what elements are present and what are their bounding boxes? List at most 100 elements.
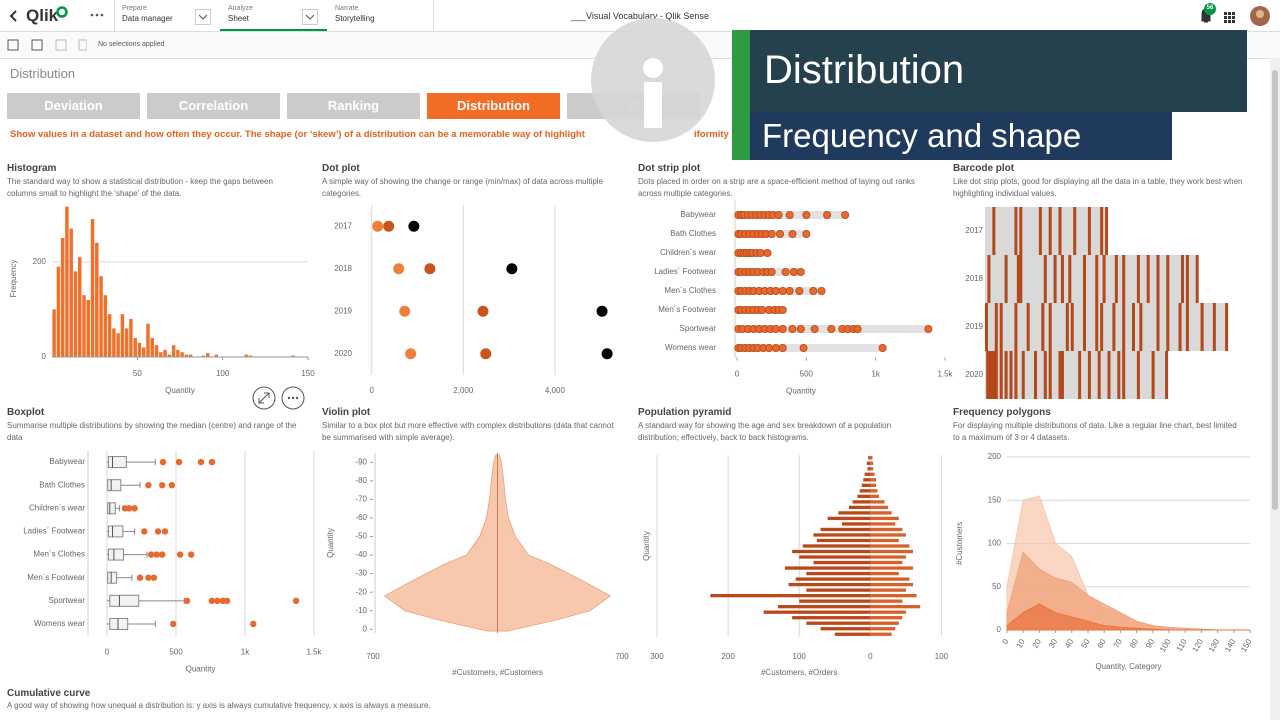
box <box>107 571 118 584</box>
overlay-subtitle: Frequency and shape <box>762 117 1082 154</box>
stripe <box>1021 351 1025 399</box>
bar <box>870 560 903 565</box>
bar <box>792 549 871 554</box>
stripe <box>1060 351 1064 399</box>
bar <box>137 342 142 357</box>
category-label: 2018 <box>334 264 352 273</box>
stripe <box>1107 351 1111 399</box>
tool[interactable] <box>31 39 43 51</box>
stripe <box>1100 207 1104 255</box>
bar <box>870 549 913 554</box>
x-tick-label: 100 <box>1158 637 1173 654</box>
x-tick-label: 4,000 <box>545 386 566 395</box>
stripe <box>1122 303 1126 351</box>
bar <box>167 354 172 357</box>
bar <box>788 582 871 587</box>
scroll-thumb[interactable] <box>1272 70 1278 510</box>
bar <box>116 333 120 357</box>
category-label: Men´s Footwear <box>27 573 85 582</box>
nav-label: Analyze <box>228 5 253 12</box>
stripe <box>1095 303 1099 351</box>
divider <box>114 0 115 31</box>
sheet-title: Distribution <box>10 66 76 81</box>
tool[interactable] <box>7 39 19 51</box>
category-label: 2017 <box>965 226 983 235</box>
dot <box>408 220 420 232</box>
tab[interactable]: Deviation <box>7 93 140 119</box>
dot <box>841 210 850 219</box>
tab[interactable]: Correlation <box>147 93 280 119</box>
bar <box>799 599 871 603</box>
x-tick-label: 0 <box>1001 637 1011 646</box>
nav-narrate[interactable]: Narrate Storytelling <box>335 5 375 23</box>
dropdown[interactable] <box>195 9 211 25</box>
stripe <box>1100 303 1104 351</box>
y-tick-label: 200 <box>988 452 1002 461</box>
x-tick-label: 80 <box>1128 637 1141 650</box>
outlier <box>125 505 133 512</box>
barcode-track <box>985 207 1109 255</box>
bar <box>870 577 910 581</box>
tab[interactable]: Distribution <box>427 93 560 119</box>
x-tick-label: 700 <box>366 652 380 661</box>
outlier <box>147 551 155 558</box>
stripe <box>1048 303 1052 351</box>
stripe <box>1122 255 1126 303</box>
panel-title: Population pyramid <box>638 407 732 418</box>
stripe <box>987 255 991 303</box>
dot <box>757 305 766 314</box>
bar <box>99 276 103 357</box>
panel-description: The standard way to show a statistical d… <box>7 177 273 198</box>
category-label: Sportwear <box>49 596 86 605</box>
outlier <box>197 458 205 466</box>
outlier <box>141 528 148 535</box>
bar <box>870 467 874 471</box>
dropdown[interactable] <box>302 9 318 25</box>
x-tick-label: 10 <box>1015 637 1028 650</box>
nav-label: Prepare <box>122 5 147 12</box>
stripe <box>1019 255 1023 303</box>
dot <box>789 267 798 276</box>
tool[interactable] <box>55 39 67 51</box>
intro: Show values in a dataset and how often t… <box>10 129 585 140</box>
outlier <box>159 458 167 466</box>
y-tick-label: -70 <box>355 495 367 504</box>
outlier <box>214 597 221 605</box>
nav-analyze[interactable]: Analyze Sheet <box>228 5 253 23</box>
tool[interactable] <box>78 39 87 51</box>
y-tick-label: -20 <box>355 587 367 596</box>
dot <box>788 229 797 238</box>
panel-title: Boxplot <box>7 407 45 418</box>
dot <box>823 210 832 219</box>
stripe <box>1041 303 1045 351</box>
dot <box>774 210 783 219</box>
category-label: Babywear <box>49 457 85 466</box>
dot <box>424 263 436 275</box>
category-label: 2020 <box>334 349 352 358</box>
nav-prepare[interactable]: Prepare Data manager <box>122 5 173 23</box>
box <box>109 617 129 630</box>
scrollbar[interactable] <box>1270 58 1280 720</box>
outlier <box>161 528 169 535</box>
back-button[interactable] <box>8 9 20 23</box>
dot <box>924 324 933 333</box>
bar <box>870 605 921 609</box>
apps-icon[interactable] <box>1224 12 1235 23</box>
box <box>107 456 127 469</box>
x-tick-label: 110 <box>1175 637 1189 653</box>
stripe <box>1114 255 1118 303</box>
bar <box>112 328 116 357</box>
stripe <box>1043 255 1047 303</box>
dot <box>795 286 804 295</box>
bar <box>870 582 913 587</box>
barcode-track <box>985 303 1229 351</box>
bar <box>870 472 875 476</box>
outlier <box>153 551 160 558</box>
x-axis-label: Quantity <box>186 665 216 674</box>
bar <box>852 500 871 504</box>
y-axis-label: #Customers <box>955 522 964 565</box>
bar <box>870 511 892 515</box>
stripe <box>1117 351 1121 399</box>
menu-button[interactable] <box>90 12 104 18</box>
tab[interactable]: Ranking <box>287 93 420 119</box>
